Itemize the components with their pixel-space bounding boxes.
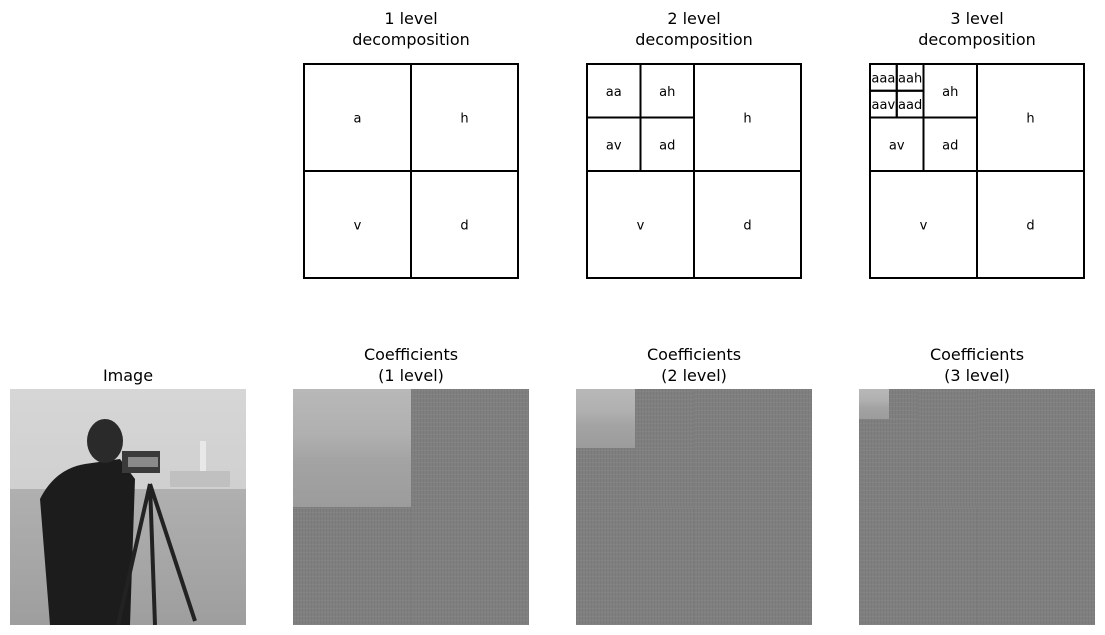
approximation-subband	[293, 389, 411, 507]
subband-label-ad: ad	[942, 138, 958, 153]
subband-label-aah: aah	[898, 71, 922, 86]
detail-v-level-1	[293, 507, 411, 625]
subband-label-aad: aad	[898, 98, 922, 113]
coefficients-3-title: Coefficients (3 level)	[929, 345, 1025, 385]
subband-label-a: a	[354, 112, 362, 127]
coefficients-1-title: Coefficients (1 level)	[363, 345, 459, 385]
detail-v-level-1	[576, 507, 694, 625]
subband-label-v: v	[637, 219, 645, 234]
subband-label-ad: ad	[659, 138, 675, 153]
coefficients-2-level-panel	[576, 389, 812, 625]
subband-label-h: h	[1026, 112, 1034, 127]
coefficients-1-level-panel	[293, 389, 529, 625]
subband-label-aaa: aaa	[871, 71, 895, 86]
detail-d-level-3	[888, 418, 918, 448]
subband-label-d: d	[1026, 219, 1034, 234]
diagram-3-title: 3 level decomposition	[918, 9, 1036, 49]
detail-h-level-1	[411, 389, 529, 507]
subband-label-v: v	[920, 219, 928, 234]
subband-label-av: av	[889, 138, 905, 153]
subband-label-aa: aa	[606, 85, 622, 100]
diagram-2-title: 2 level decomposition	[635, 9, 753, 49]
coefficients-2-title: Coefficients (2 level)	[646, 345, 742, 385]
subband-label-d: d	[743, 219, 751, 234]
image-title: Image	[102, 366, 154, 385]
subband-label-v: v	[354, 219, 362, 234]
cameraman-photo-graphic	[10, 389, 246, 625]
subband-label-d: d	[460, 219, 468, 234]
cameraman-image	[10, 389, 246, 625]
detail-d-level-1	[977, 507, 1095, 625]
subband-label-h: h	[743, 112, 751, 127]
approximation-subband	[859, 389, 889, 419]
detail-d-level-1	[694, 507, 812, 625]
subband-label-h: h	[460, 112, 468, 127]
decomposition-diagram-1-level: a h v d	[303, 63, 519, 279]
subband-label-aav: aav	[872, 98, 896, 113]
detail-v-level-2	[576, 448, 635, 507]
detail-v-level-1	[859, 507, 977, 625]
detail-v-level-2	[859, 448, 918, 507]
decomposition-diagram-2-level: aa ah av ad h v d	[586, 63, 802, 279]
detail-h-level-2	[918, 389, 977, 448]
detail-v-level-3	[859, 418, 889, 448]
subband-label-ah: ah	[659, 85, 675, 100]
coefficients-3-level-panel	[859, 389, 1095, 625]
detail-d-level-2	[635, 448, 694, 507]
detail-h-level-2	[635, 389, 694, 448]
detail-d-level-1	[411, 507, 529, 625]
subband-cell-d	[693, 170, 802, 279]
diagram-1-title: 1 level decomposition	[352, 9, 470, 49]
subband-cell-d	[410, 170, 519, 279]
detail-h-level-3	[888, 389, 918, 419]
approximation-subband	[576, 389, 635, 448]
detail-h-level-1	[694, 389, 812, 507]
subband-label-av: av	[606, 138, 622, 153]
subband-label-ah: ah	[942, 85, 958, 100]
detail-d-level-2	[918, 448, 977, 507]
detail-h-level-1	[977, 389, 1095, 507]
subband-cell-d	[976, 170, 1085, 279]
